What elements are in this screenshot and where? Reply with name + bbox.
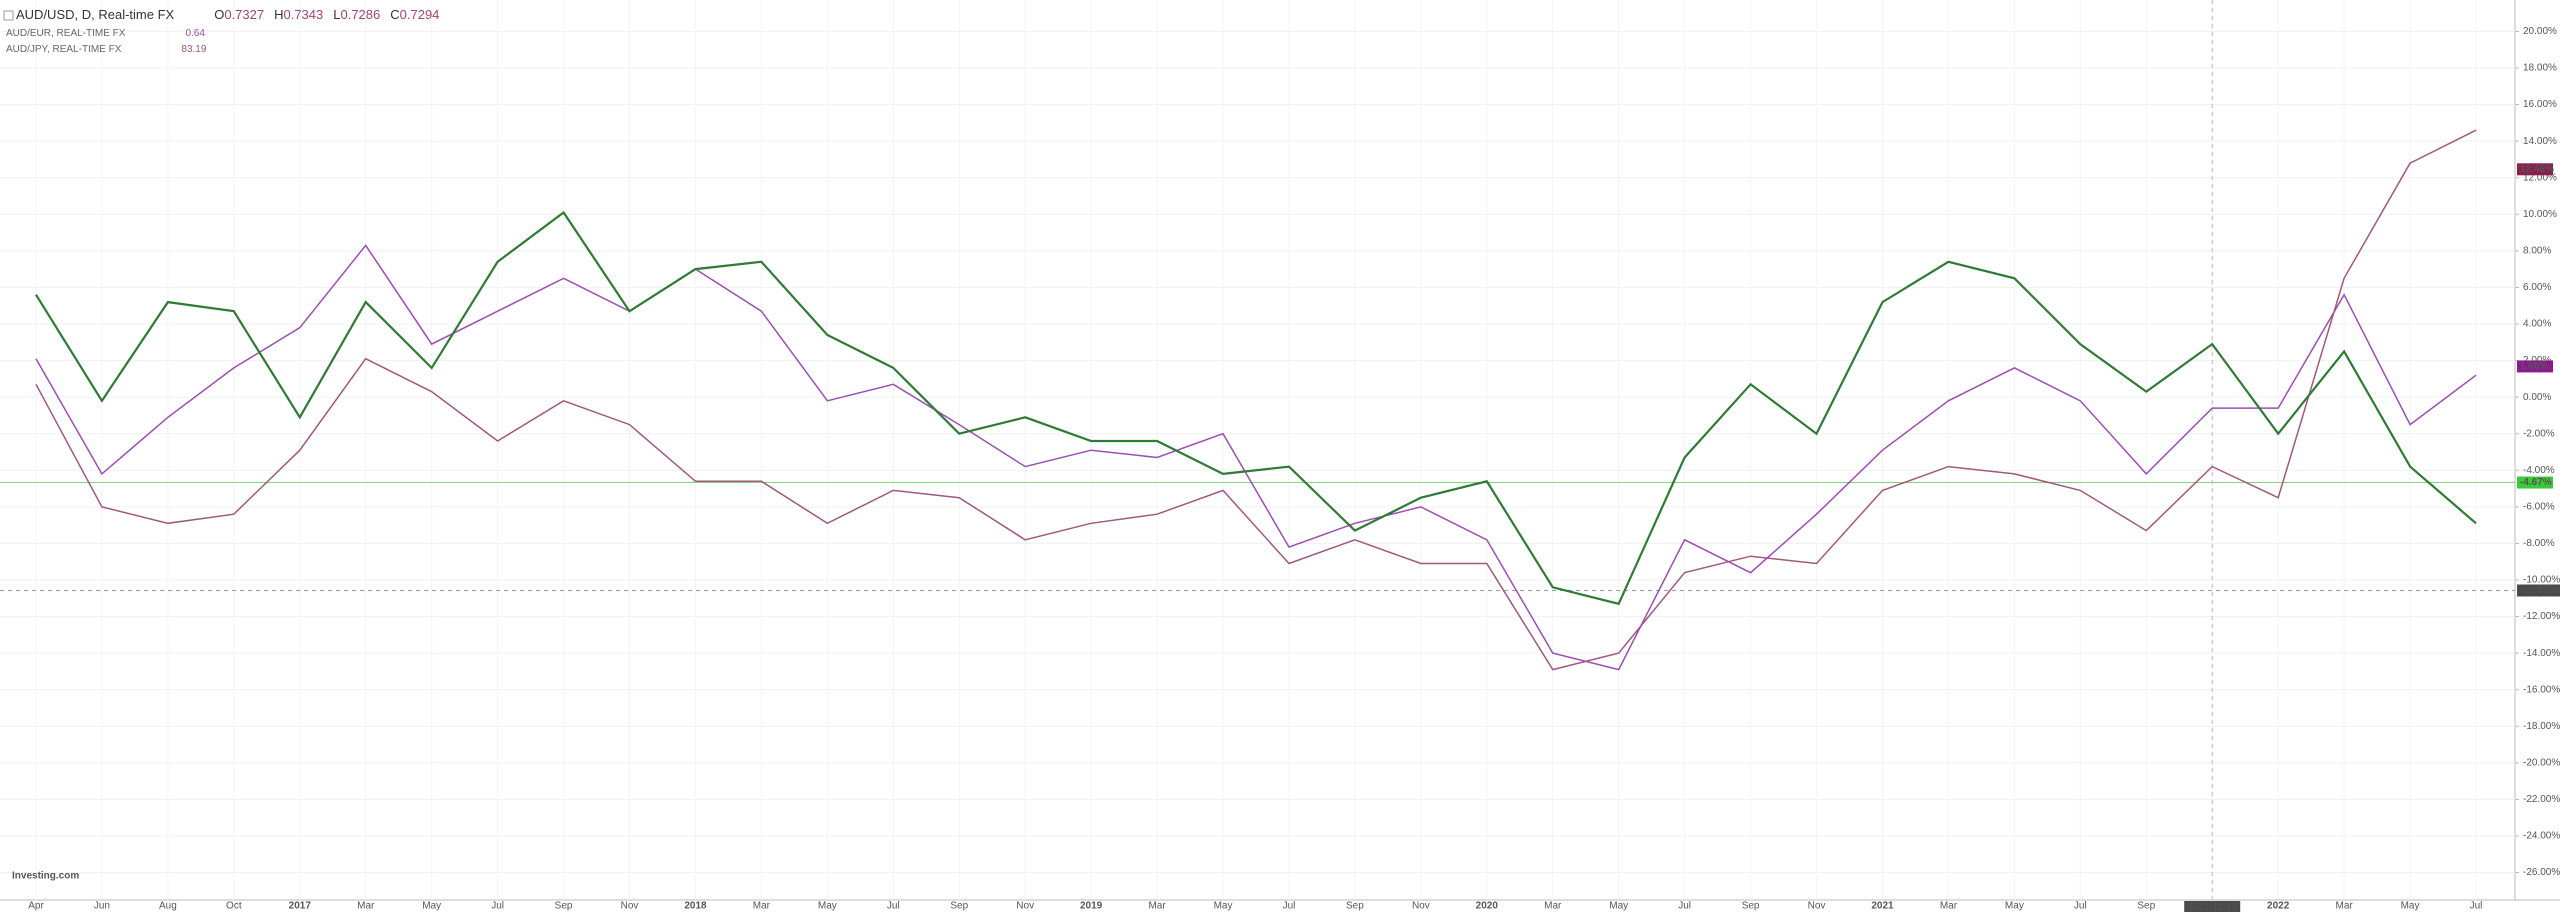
series-line [35,129,2477,671]
legend-entry: AUD/JPY, REAL-TIME FX 83.19 [6,44,207,55]
ohlc-letter: L [333,7,340,22]
ohlc-value: 0.7327 [224,7,264,22]
ohlc-letter: H [274,7,283,22]
y-tick-label: -26.00% [2523,867,2560,878]
last-change-label: 12.46% [2520,164,2554,175]
crosshair-x-label: 2021-11-15 [2187,902,2238,913]
y-tick-label: 6.00% [2523,282,2551,293]
x-tick-label: Jul [2470,901,2483,912]
series-name: AUD/USD, D, Real-time FX [16,7,175,22]
legend-name: AUD/EUR, REAL-TIME FX [6,28,126,39]
y-tick-label: 0.00% [2523,392,2551,403]
x-tick-label: Sep [555,901,573,912]
legend-value: 83.19 [181,44,206,55]
x-tick-label: May [2401,901,2420,912]
ohlc-letter: C [390,7,399,22]
x-tick-label: May [1609,901,1628,912]
x-tick-label: Oct [226,901,242,912]
y-tick-label: 8.00% [2523,245,2551,256]
y-tick-label: 10.00% [2523,209,2557,220]
legend-value: 0.64 [185,28,205,39]
y-tick-label: -16.00% [2523,684,2560,695]
x-tick-label: 2018 [684,901,707,912]
x-tick-label: Mar [1544,901,1562,912]
ohlc-value: 0.7294 [400,7,440,22]
x-tick-label: Jul [491,901,504,912]
x-tick-label: 2020 [1476,901,1499,912]
x-tick-label: Nov [621,901,639,912]
ohlc-letter: O [214,7,224,22]
x-tick-label: Jul [1283,901,1296,912]
x-tick-label: Sep [1346,901,1364,912]
last-change-label: -4.67% [2520,477,2552,488]
legend-name: AUD/JPY, REAL-TIME FX [6,44,122,55]
x-tick-label: 2022 [2267,901,2290,912]
series-line [35,210,2477,606]
y-tick-label: -14.00% [2523,648,2560,659]
y-tick-label: -8.00% [2523,538,2555,549]
brand-logo: Investing.com [12,871,79,882]
x-tick-label: Mar [2335,901,2353,912]
y-tick-label: -2.00% [2523,428,2555,439]
last-change-tag [2517,360,2553,373]
crosshair-y-tag [2517,584,2560,597]
x-tick-label: May [2005,901,2024,912]
x-tick-label: Sep [950,901,968,912]
x-tick-label: Nov [1412,901,1430,912]
crosshair-x-tag [2184,901,2241,912]
y-tick-label: -12.00% [2523,611,2560,622]
last-change-tag [2517,163,2553,176]
y-tick-label: -20.00% [2523,757,2560,768]
x-tick-label: May [818,901,837,912]
x-tick-label: Mar [753,901,771,912]
y-tick-label: 18.00% [2523,63,2557,74]
y-tick-label: -22.00% [2523,794,2560,805]
y-tick-label: -18.00% [2523,721,2560,732]
y-tick-label: -6.00% [2523,501,2555,512]
x-tick-label: Apr [28,901,44,912]
x-tick-label: May [422,901,441,912]
y-tick-label: 16.00% [2523,99,2557,110]
x-tick-label: Jul [2074,901,2087,912]
series-line [35,244,2477,671]
x-tick-label: Mar [1940,901,1958,912]
x-tick-label: 2021 [1871,901,1894,912]
y-tick-label: 14.00% [2523,136,2557,147]
y-tick-label: 12.00% [2523,172,2557,183]
last-change-tag [2517,476,2553,489]
legend-entry: AUD/EUR, REAL-TIME FX 0.64 [6,28,205,39]
y-tick-label: -24.00% [2523,831,2560,842]
header: AUD/USD, D, Real-time FX O0.7327 H0.7343 L0… [16,7,439,22]
crosshair-y-label: -10.5739 [2520,585,2560,596]
x-tick-label: Mar [1148,901,1166,912]
x-tick-label: Sep [1742,901,1760,912]
x-tick-label: Jul [1678,901,1691,912]
y-tick-label: -10.00% [2523,575,2560,586]
collapse-box [3,10,14,21]
last-change-label: 1.68% [2520,361,2548,372]
x-tick-label: Mar [357,901,375,912]
x-tick-label: Nov [1808,901,1826,912]
ohlc-value: 0.7343 [283,7,323,22]
ohlc-value: 0.7286 [340,7,380,22]
x-tick-label: Aug [159,901,177,912]
x-tick-label: Jun [94,901,110,912]
x-tick-label: Jul [887,901,900,912]
x-tick-label: Sep [2137,901,2155,912]
y-tick-label: -4.00% [2523,465,2555,476]
x-tick-label: May [1214,901,1233,912]
x-tick-label: Nov [1016,901,1034,912]
y-tick-label: 4.00% [2523,319,2551,330]
x-tick-label: 2017 [289,901,312,912]
x-tick-label: 2019 [1080,901,1103,912]
y-tick-label: 20.00% [2523,26,2557,37]
